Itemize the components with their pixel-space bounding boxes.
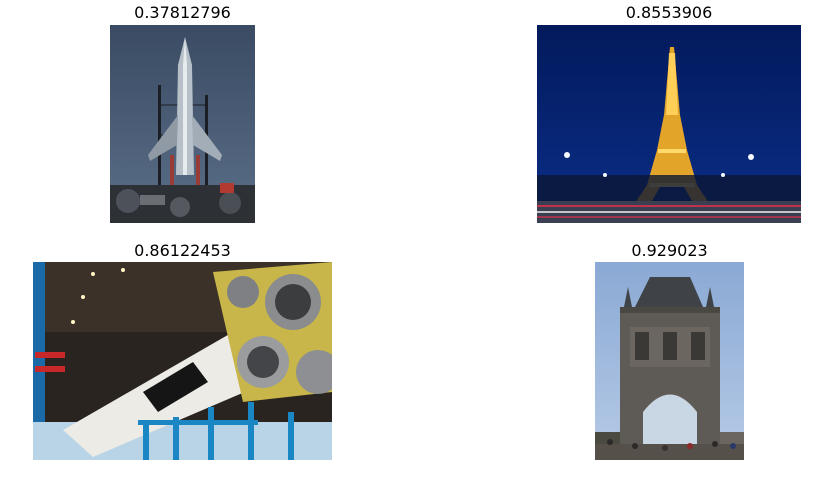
result-image-rocket-illustration <box>110 25 255 223</box>
result-panel-1: 0.37812796 <box>0 0 410 232</box>
result-panel-3: 0.86122453 <box>0 232 410 484</box>
result-image-saturn-v-rocket <box>33 262 332 460</box>
result-panel-2: 0.8553906 <box>410 0 820 232</box>
result-image-bridge-tower <box>595 262 744 460</box>
score-label: 0.37812796 <box>110 4 255 22</box>
score-label: 0.8553906 <box>537 4 801 22</box>
score-label: 0.929023 <box>595 242 744 260</box>
result-image-eiffel-tower <box>537 25 801 223</box>
score-label: 0.86122453 <box>33 242 332 260</box>
result-panel-4: 0.929023 <box>410 232 820 484</box>
